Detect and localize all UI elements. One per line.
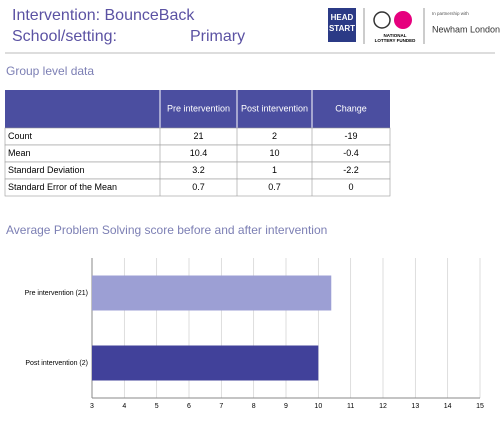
logo-text: LOTTERY FUNDED xyxy=(375,38,417,43)
y-tick-label: Pre intervention (21) xyxy=(25,290,88,297)
x-tick-label: 4 xyxy=(122,403,126,410)
x-tick-label: 6 xyxy=(187,403,191,410)
x-tick-label: 12 xyxy=(379,403,387,410)
logo-text: Newham London xyxy=(432,24,500,34)
cell: -2.2 xyxy=(343,165,359,175)
setting-value: Primary xyxy=(190,28,245,45)
x-tick-label: 11 xyxy=(347,403,354,410)
column-header: Change xyxy=(335,103,367,113)
cell: 0 xyxy=(348,182,353,192)
cell: 10 xyxy=(269,148,279,158)
title: Intervention: BounceBack xyxy=(12,7,195,24)
headstart-logo xyxy=(328,8,356,42)
x-tick-label: 14 xyxy=(444,403,452,410)
logo-text: START xyxy=(329,24,355,33)
setting-label: School/setting: xyxy=(12,28,117,45)
bar xyxy=(92,275,332,311)
x-tick-label: 10 xyxy=(314,403,322,410)
x-tick-label: 7 xyxy=(219,403,223,410)
y-tick-label: Post intervention (2) xyxy=(25,360,88,367)
row-label: Count xyxy=(8,131,33,141)
chart-title: Average Problem Solving score before and… xyxy=(6,223,327,237)
cell: 21 xyxy=(193,131,203,141)
logo-text: HEAD xyxy=(331,13,354,22)
logo-text: NATIONAL xyxy=(384,33,407,38)
x-tick-label: 9 xyxy=(284,403,288,410)
bar xyxy=(92,345,319,381)
x-tick-label: 13 xyxy=(411,403,419,410)
row-label: Standard Error of the Mean xyxy=(8,182,117,192)
row-label: Standard Deviation xyxy=(8,165,85,175)
table-row xyxy=(4,178,391,197)
cell: 10.4 xyxy=(190,148,208,158)
column-header: Pre intervention xyxy=(167,103,230,113)
lottery-circle xyxy=(394,11,412,29)
x-tick-label: 15 xyxy=(476,403,484,410)
lottery-hand xyxy=(373,11,391,29)
x-tick-label: 5 xyxy=(155,403,159,410)
cell: 0.7 xyxy=(192,182,205,192)
logo-text: In partnership with xyxy=(432,11,469,16)
cell: -0.4 xyxy=(343,148,359,158)
cell: -19 xyxy=(344,131,357,141)
section-title: Group level data xyxy=(6,64,94,78)
cell: 3.2 xyxy=(192,165,205,175)
x-tick-label: 3 xyxy=(90,403,94,410)
table-header xyxy=(5,90,390,128)
cell: 2 xyxy=(272,131,277,141)
cell: 1 xyxy=(272,165,277,175)
column-header: Post intervention xyxy=(241,103,308,113)
x-tick-label: 8 xyxy=(252,403,256,410)
cell: 0.7 xyxy=(268,182,281,192)
row-label: Mean xyxy=(8,148,31,158)
